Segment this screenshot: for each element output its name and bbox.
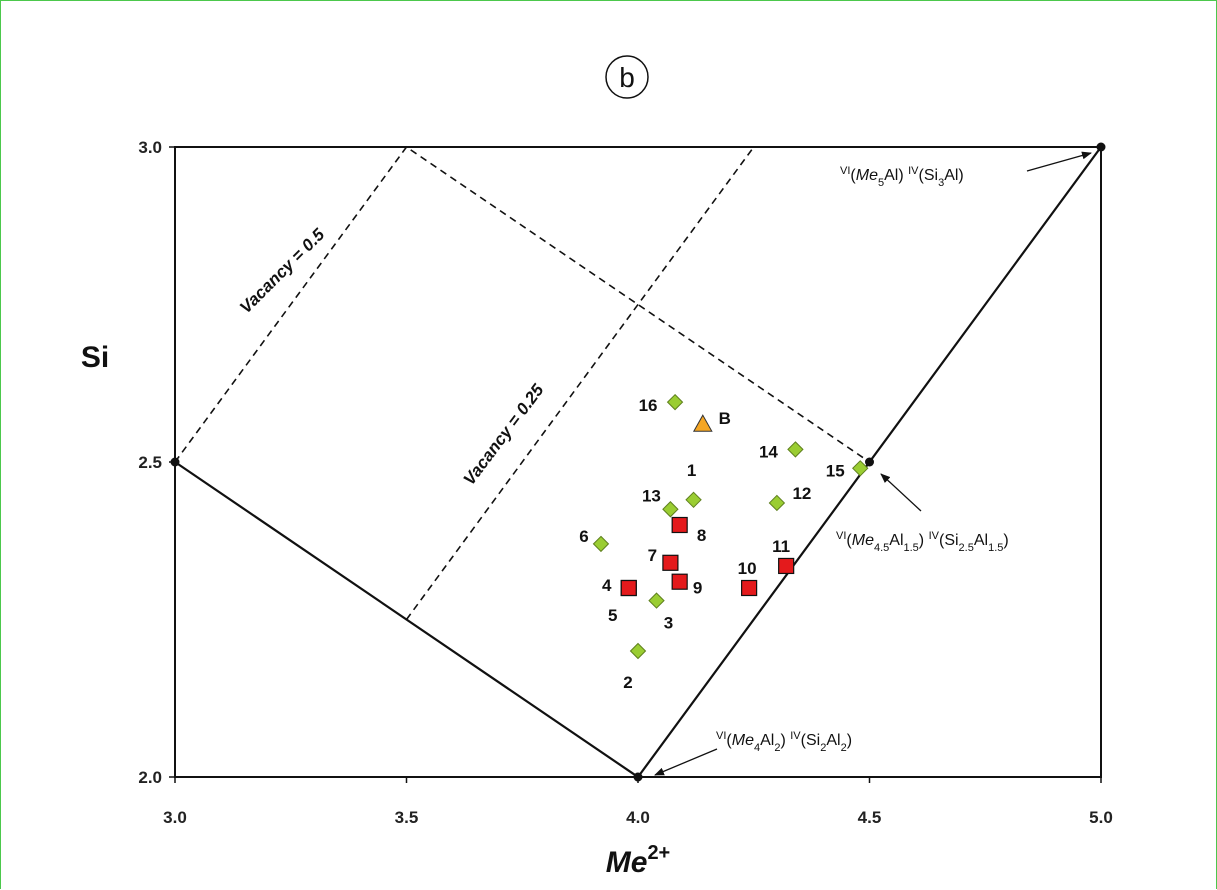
vertex-point — [865, 458, 874, 467]
point-label: 8 — [697, 526, 706, 545]
point-square — [672, 518, 687, 533]
formula-annotation: VI(Me4.5Al1.5) IV(Si2.5Al1.5) — [836, 530, 1009, 554]
point-label: 10 — [738, 559, 757, 578]
x-axis-title: Me2+ — [606, 842, 671, 879]
point-square — [621, 581, 636, 596]
annotation-arrow — [655, 749, 717, 775]
point-label: 11 — [772, 537, 790, 556]
point-diamond — [769, 495, 784, 510]
point-label: 15 — [826, 461, 845, 480]
y-tick-label: 3.0 — [138, 138, 162, 157]
point-diamond — [663, 502, 678, 517]
vertex-point — [171, 458, 180, 467]
point-label: 4 — [602, 576, 612, 595]
x-tick-label: 5.0 — [1089, 808, 1113, 827]
point-diamond — [668, 395, 683, 410]
point-square — [663, 555, 678, 570]
point-diamond — [649, 593, 664, 608]
point-square — [742, 581, 757, 596]
y-tick-label: 2.0 — [138, 768, 162, 787]
annotation-arrow — [881, 474, 921, 511]
point-triangle — [694, 415, 712, 431]
point-diamond — [686, 492, 701, 507]
point-label: 16 — [639, 396, 658, 415]
point-diamond — [788, 442, 803, 457]
vacancy-label: Vacancy = 0.5 — [236, 225, 329, 318]
point-label: 1 — [687, 461, 696, 480]
point-diamond — [593, 536, 608, 551]
point-label: 7 — [648, 546, 657, 565]
point-square — [672, 574, 687, 589]
point-label: 6 — [579, 527, 588, 546]
vacancy-line — [407, 147, 754, 620]
annotation-arrow — [1027, 153, 1091, 171]
x-tick-label: 4.5 — [858, 808, 882, 827]
x-tick-label: 3.0 — [163, 808, 187, 827]
point-label: 9 — [693, 579, 702, 598]
panel-label: b — [619, 62, 635, 93]
formula-annotation: VI(Me5Al) IV(Si3Al) — [840, 165, 964, 189]
y-tick-label: 2.5 — [138, 453, 162, 472]
point-label: 5 — [608, 606, 617, 625]
point-square — [779, 558, 794, 573]
x-tick-label: 4.0 — [626, 808, 650, 827]
vertex-point — [634, 773, 643, 782]
formula-annotation: VI(Me4Al2) IV(Si2Al2) — [716, 730, 852, 754]
x-tick-label: 3.5 — [395, 808, 419, 827]
point-label: 13 — [642, 486, 661, 505]
point-label: 14 — [759, 442, 778, 461]
point-label: 3 — [664, 614, 673, 633]
vertex-point — [1097, 143, 1106, 152]
point-label: 2 — [623, 673, 632, 692]
y-axis-title: Si — [81, 341, 109, 374]
point-label: B — [719, 409, 731, 428]
point-diamond — [631, 644, 646, 659]
point-label: 12 — [792, 484, 811, 503]
vacancy-label: Vacancy = 0.25 — [460, 380, 548, 488]
